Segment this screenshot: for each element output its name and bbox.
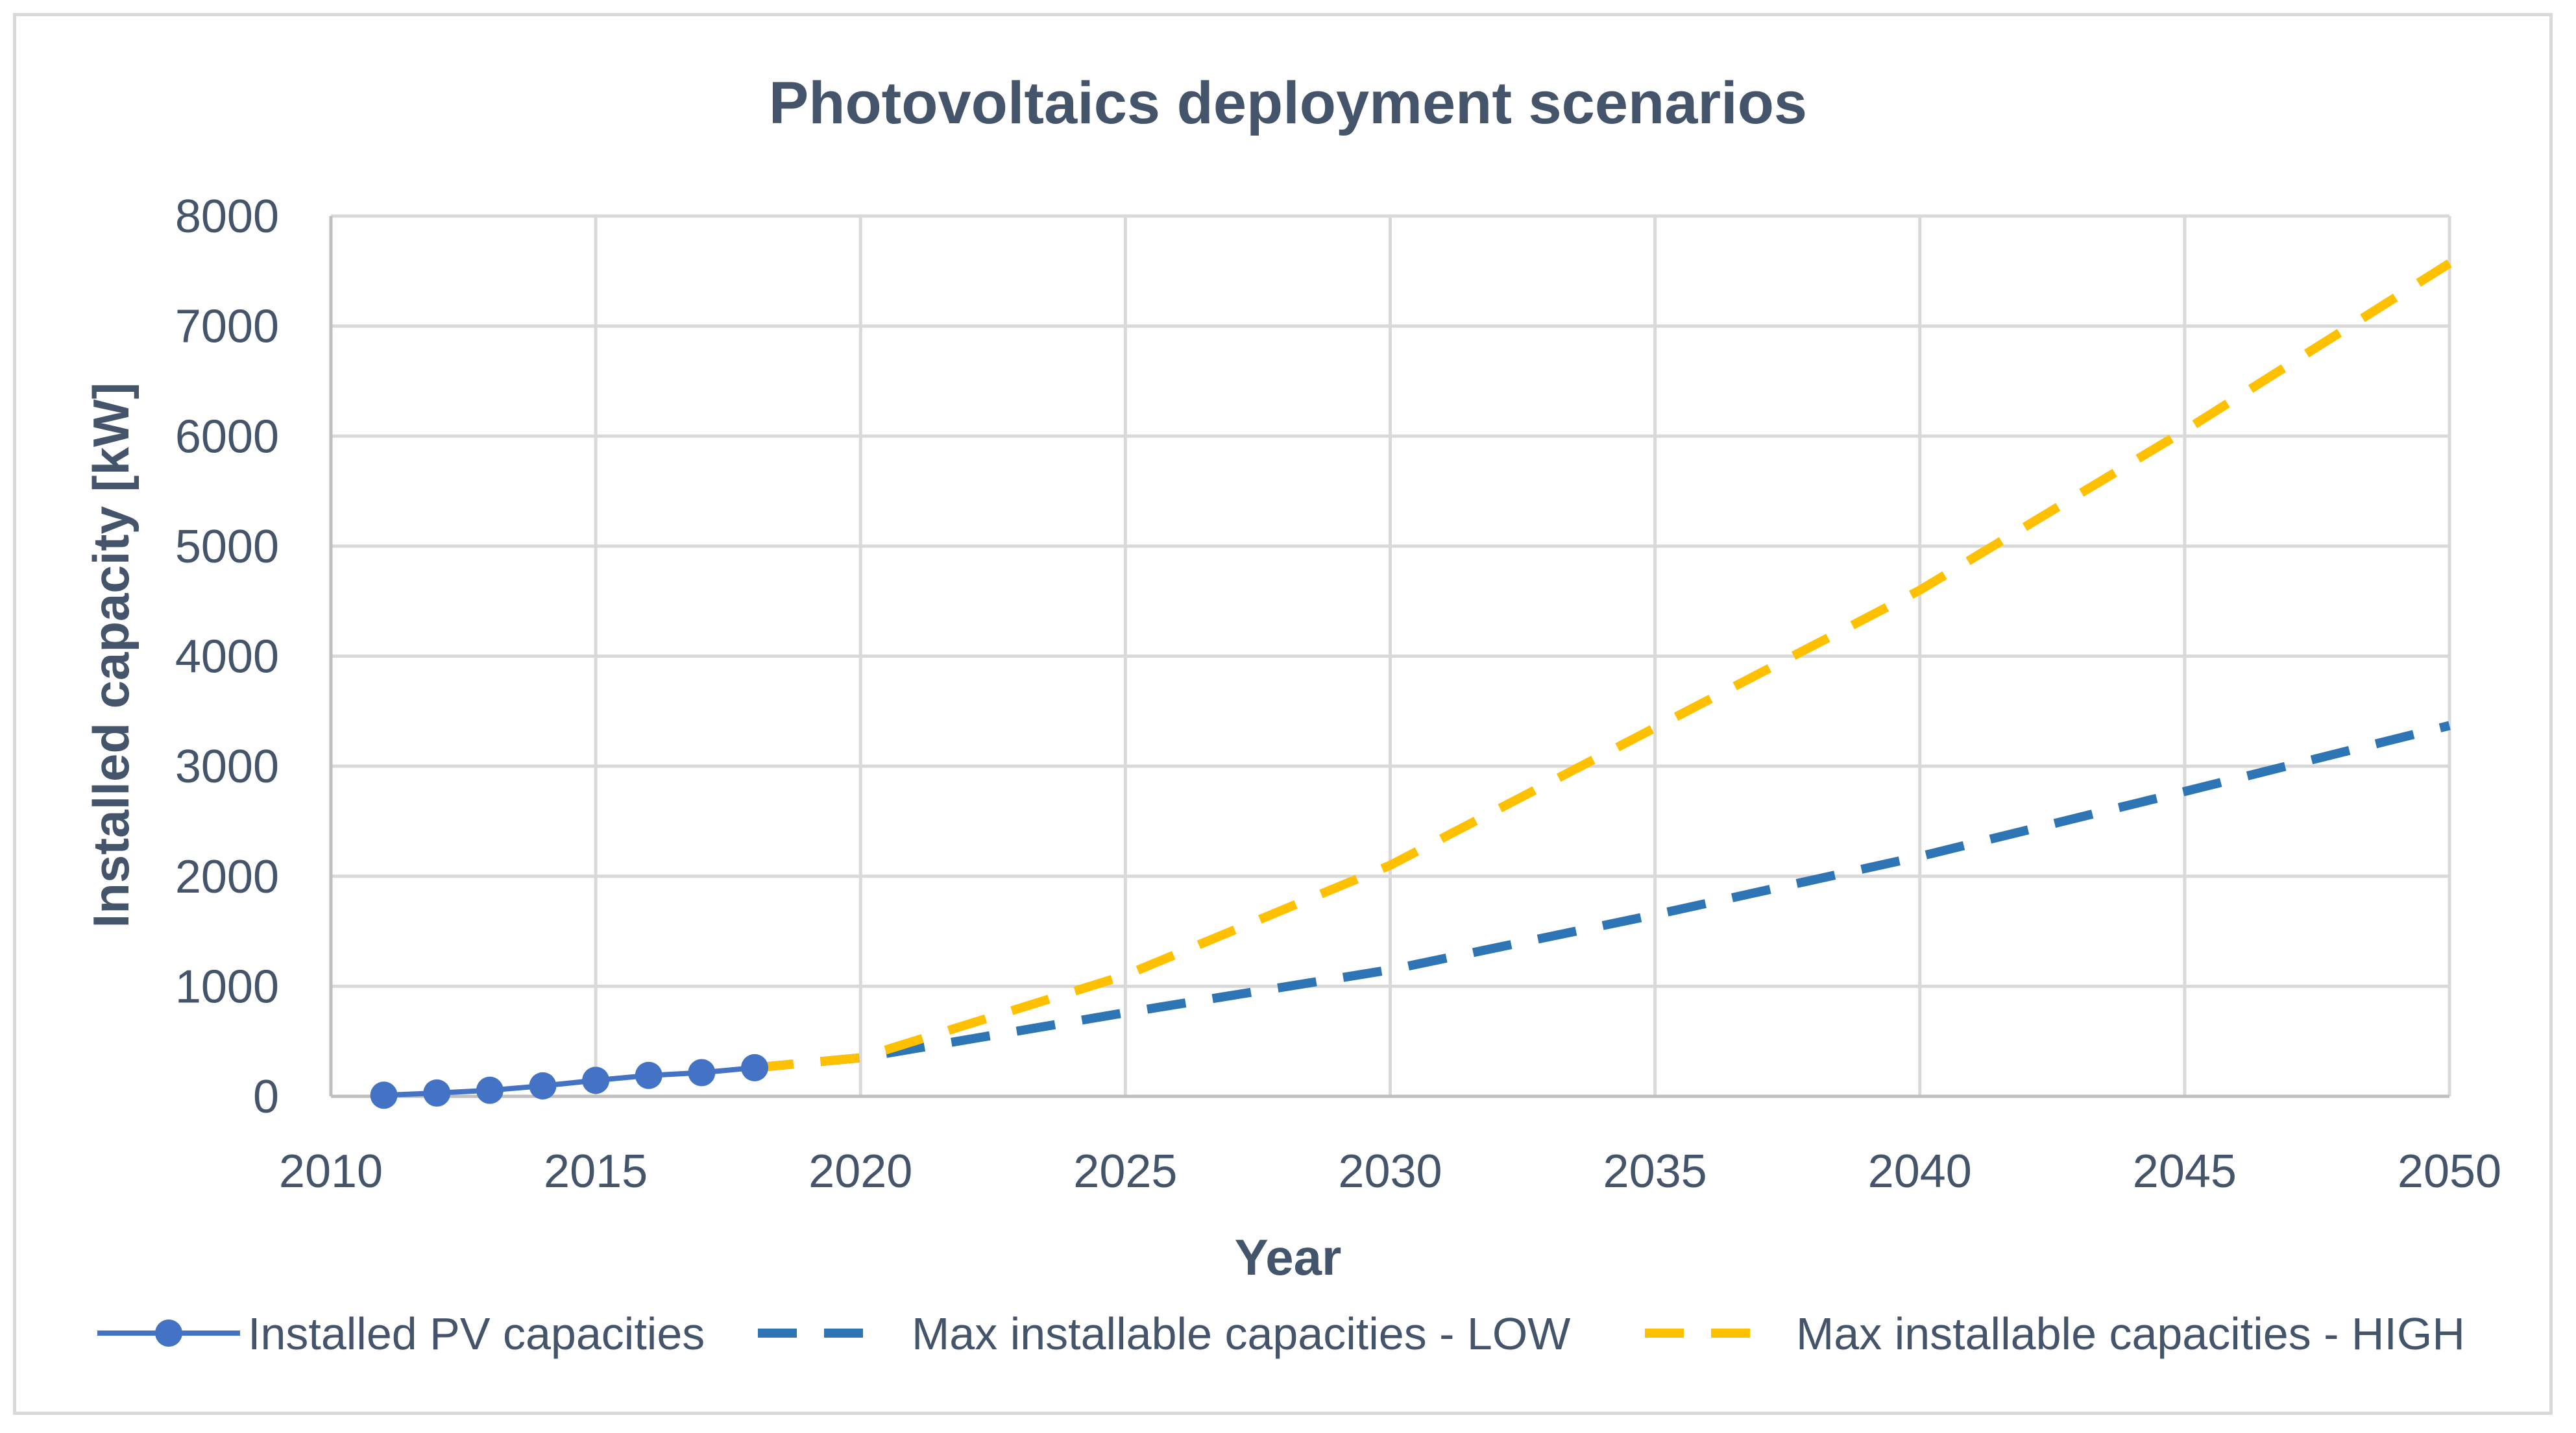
y-tick-label: 8000 — [175, 191, 279, 243]
x-tick-labels: 2010 2015 2020 2025 2030 2035 2040 2045 2050 — [279, 1146, 2501, 1198]
y-tick-label: 2000 — [175, 851, 279, 903]
x-tick-label: 2015 — [544, 1146, 648, 1198]
x-axis-title: Year — [1235, 1229, 1342, 1286]
y-tick-label: 4000 — [175, 631, 279, 683]
data-point — [688, 1059, 716, 1087]
x-tick-label: 2030 — [1338, 1146, 1442, 1198]
y-tick-label: 7000 — [175, 301, 279, 353]
y-tick-label: 0 — [253, 1071, 279, 1123]
legend-label: Installed PV capacities — [248, 1308, 705, 1359]
series-max-installable-capacities-high-line — [754, 259, 2452, 1072]
series-max-installable-capacities-low-line — [754, 721, 2451, 1072]
chart-frame — [13, 13, 2553, 1415]
x-tick-label: 2035 — [1603, 1146, 1707, 1198]
y-tick-labels: 0 1000 2000 3000 4000 5000 6000 7000 8000 — [175, 191, 279, 1123]
data-point — [741, 1054, 768, 1081]
data-point — [423, 1079, 451, 1107]
chart-title: Photovoltaics deployment scenarios — [769, 70, 1807, 136]
data-point — [370, 1081, 398, 1109]
data-point — [476, 1076, 504, 1104]
x-tick-label: 2045 — [2133, 1146, 2237, 1198]
x-tick-label: 2025 — [1073, 1146, 1177, 1198]
y-tick-label: 1000 — [175, 961, 279, 1013]
legend-marker — [155, 1319, 182, 1347]
y-tick-label: 3000 — [175, 741, 279, 793]
gridlines — [329, 214, 2451, 1098]
x-tick-label: 2020 — [808, 1146, 912, 1198]
data-point — [635, 1061, 662, 1089]
x-tick-label: 2050 — [2398, 1146, 2501, 1198]
legend-label: Max installable capacities - LOW — [912, 1308, 1570, 1359]
data-point — [529, 1072, 557, 1100]
legend: Installed PV capacities Max installable c… — [97, 1308, 2465, 1359]
x-tick-label: 2040 — [1868, 1146, 1972, 1198]
data-point — [582, 1066, 610, 1094]
y-tick-label: 6000 — [175, 411, 279, 463]
legend-label: Max installable capacities - HIGH — [1796, 1308, 2465, 1359]
x-tick-label: 2010 — [279, 1146, 383, 1198]
series-layer — [370, 259, 2452, 1109]
y-tick-label: 5000 — [175, 521, 279, 573]
y-axis-title: Installed capacity [kW] — [82, 383, 140, 928]
